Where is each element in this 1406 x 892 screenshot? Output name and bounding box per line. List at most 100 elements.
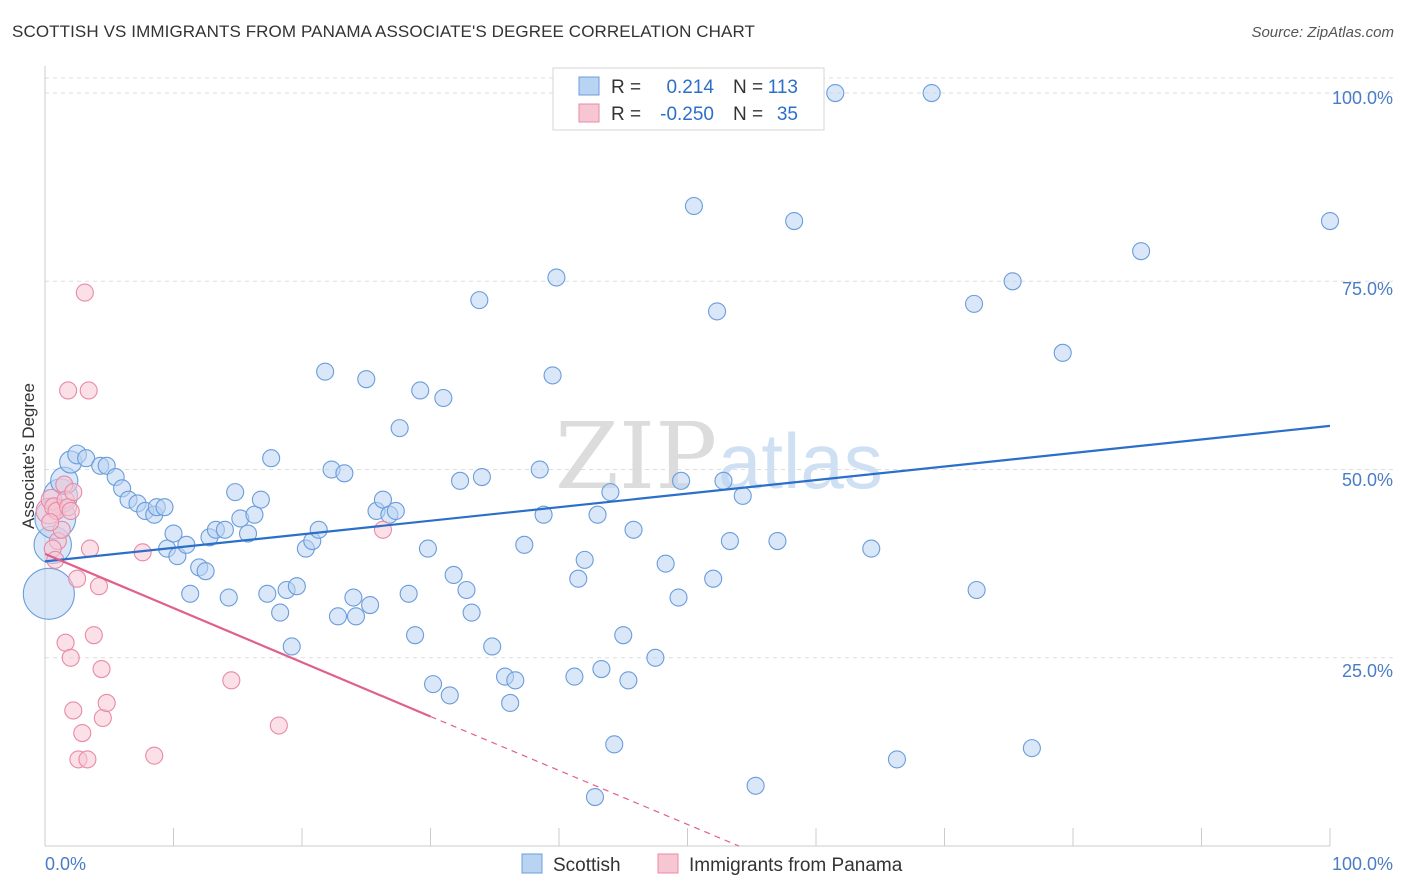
panama-point [59,381,78,400]
panama-point [64,701,83,720]
scottish-point [328,607,348,626]
panama-point [222,671,241,690]
watermark-zip: ZIP [555,403,717,510]
y-tick-label: 50.0% [1342,470,1393,490]
scottish-point [451,471,470,490]
scottish-point [624,520,643,539]
scottish-point [440,686,459,705]
scottish-point [646,648,665,667]
scottish-point [406,626,425,645]
panama-trend-line [44,552,431,718]
x-tick-label: 0.0% [45,854,86,874]
scottish-point [411,381,430,400]
legend-box: R = 0.214 N = 113 R = -0.250 N = 35 [552,67,825,131]
scottish-point [530,460,549,479]
scottish-point [262,449,281,468]
scottish-trend-line [44,424,1331,563]
scottish-point [967,580,986,600]
scottish-point [251,490,270,509]
y-axis-tick-labels: 100.0% 75.0% 50.0% 25.0% [1332,88,1393,681]
panama-point [84,626,103,645]
legend-n-value: 113 [768,77,798,98]
scottish-point [316,362,335,381]
scottish-point [155,498,174,517]
scottish-point [22,567,75,620]
scottish-point [534,505,553,524]
scottish-point [483,637,502,656]
scottish-point [501,693,520,712]
scottish-point [672,471,691,490]
scottish-point [219,588,238,607]
bottom-legend-panama: Immigrants from Panama [689,855,903,876]
bottom-legend-scottish: Scottish [553,855,621,876]
bottom-legend-swatch-panama [657,853,679,874]
y-tick-label: 100.0% [1332,88,1393,108]
panama-point [269,716,288,735]
panama-point [97,693,116,712]
scottish-point [282,637,301,656]
scottish-point [462,603,481,622]
panama-point [75,283,94,302]
scottish-point [181,584,200,603]
scottish-point [619,671,638,690]
scottish-point [238,524,258,543]
watermark: ZIP atlas [555,403,883,510]
legend-swatch-panama [578,103,600,123]
scottish-point [373,490,393,509]
scottish-point [361,596,380,615]
scottish-point [1320,212,1340,231]
scottish-point [444,565,463,584]
panama-point [80,539,100,558]
scottish-point [605,735,624,754]
scottish-point [588,505,607,524]
bottom-legend-swatch-scottish [521,853,543,874]
y-tick-label: 75.0% [1342,279,1393,299]
panama-point [79,381,98,400]
scottish-point [287,577,306,596]
panama-point [93,708,112,728]
panama-point [64,483,83,502]
y-axis-label: Associate's Degree [19,383,38,529]
bottom-legend: Scottish Immigrants from Panama [521,853,903,876]
scottish-point [1053,343,1072,362]
scottish-point [418,539,437,558]
scottish-point [344,588,363,607]
scottish-point [720,532,739,551]
scottish-point [543,366,562,385]
legend-swatch-scottish [578,76,600,96]
scottish-point [77,449,96,468]
scottish-point [457,580,476,600]
panama-point [145,746,164,765]
trend-lines [44,424,1331,847]
panama-point [61,648,80,667]
scottish-point [424,675,443,694]
scottish-point [164,524,183,543]
panama-point [68,569,87,588]
y-tick-label: 25.0% [1342,661,1393,681]
scottish-point [585,788,605,807]
legend-n-label: N = [733,77,763,98]
legend-r-label: R = [611,77,641,98]
scottish-point [656,554,675,573]
scottish-point [258,584,277,603]
scottish-point [669,588,688,607]
scottish-point [309,520,328,539]
legend-r-value: -0.250 [660,104,714,125]
panama-point [373,520,393,539]
scottish-point [357,370,376,389]
scottish-point [733,486,752,505]
scottish-point [196,562,215,581]
scottish-point [862,539,881,558]
scottish-point [215,520,234,539]
chart-source: Source: ZipAtlas.com [1251,24,1394,41]
x-axis-ticks [44,828,1331,846]
scottish-point [569,569,588,588]
scottish-point [704,569,723,588]
scottish-point [746,776,765,795]
panama-point [41,513,60,532]
scottish-point [547,268,566,287]
scottish-point [271,603,290,622]
gridlines [45,77,1393,659]
scottish-point [592,660,611,679]
